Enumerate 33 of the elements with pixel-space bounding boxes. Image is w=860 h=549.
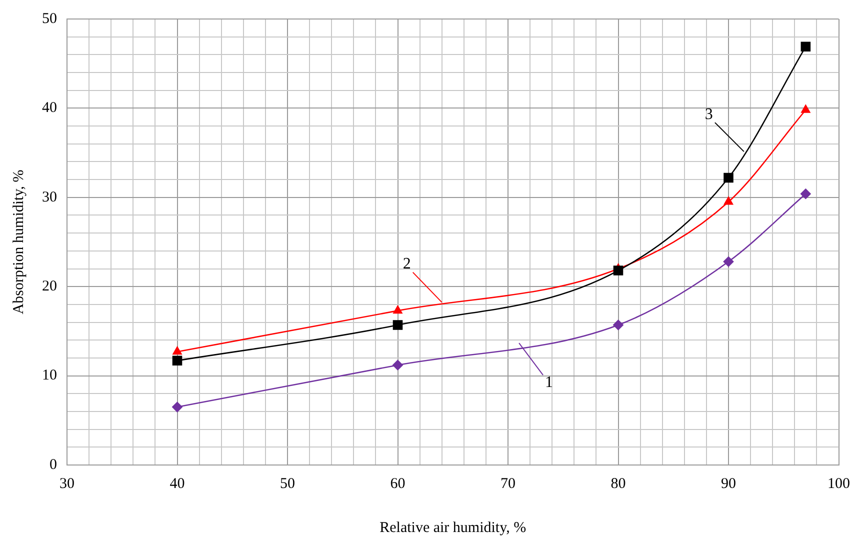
y-tick-label: 30 bbox=[42, 189, 57, 206]
point bbox=[172, 346, 182, 355]
x-tick-label: 30 bbox=[60, 476, 74, 492]
x-tick-label: 100 bbox=[828, 476, 850, 492]
point bbox=[172, 402, 182, 412]
x-tick-label: 60 bbox=[390, 476, 406, 492]
point bbox=[613, 320, 624, 330]
y-tick-label: 40 bbox=[42, 100, 57, 116]
point bbox=[800, 42, 811, 52]
x-tick-label: 90 bbox=[721, 476, 736, 492]
y-tick-label: 50 bbox=[42, 10, 57, 27]
x-tick-label: 40 bbox=[170, 476, 185, 492]
y-tick-label: 10 bbox=[42, 368, 57, 384]
y-tick-label: 0 bbox=[50, 456, 57, 473]
y-tick-label: 20 bbox=[42, 278, 57, 295]
text: 2 bbox=[402, 256, 411, 272]
point bbox=[800, 188, 811, 199]
point bbox=[392, 360, 403, 370]
text: 3 bbox=[704, 106, 713, 123]
point bbox=[801, 104, 810, 113]
point bbox=[724, 196, 734, 205]
x-tick-label: 80 bbox=[610, 476, 626, 492]
point bbox=[172, 356, 182, 366]
y-axis-title: Absorption humidity, % bbox=[10, 170, 27, 314]
x-tick-label: 70 bbox=[500, 476, 516, 492]
legend-label: 1 bbox=[545, 374, 554, 392]
point bbox=[613, 266, 624, 276]
point bbox=[393, 306, 402, 314]
x-tick-label: 50 bbox=[280, 476, 295, 492]
x-axis-title: Relative air humidity, % bbox=[380, 520, 526, 536]
point bbox=[724, 172, 734, 183]
point bbox=[723, 256, 734, 267]
point bbox=[392, 320, 403, 330]
